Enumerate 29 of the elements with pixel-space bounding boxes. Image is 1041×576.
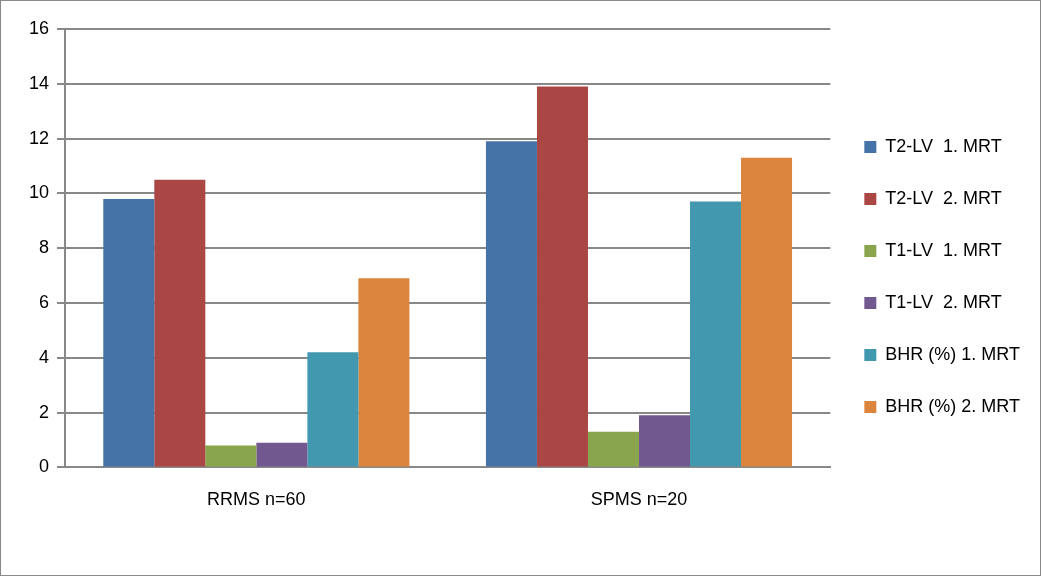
x-tick-label: SPMS n=20 bbox=[590, 489, 688, 510]
legend-label: T2-LV 1. MRT bbox=[885, 135, 1002, 156]
legend-label: T1-LV 1. MRT bbox=[885, 239, 1002, 260]
x-tick-label: RRMS n=60 bbox=[207, 489, 306, 510]
legend-label: T2-LV 2. MRT bbox=[885, 187, 1002, 208]
bar bbox=[690, 201, 742, 467]
bar bbox=[256, 442, 308, 467]
bar bbox=[205, 445, 257, 467]
bar bbox=[536, 86, 588, 467]
bar bbox=[307, 352, 359, 467]
y-tick-label: 4 bbox=[39, 346, 50, 367]
legend-label: BHR (%) 2. MRT bbox=[885, 395, 1021, 416]
y-tick-label: 0 bbox=[39, 456, 50, 477]
y-tick-label: 12 bbox=[28, 127, 50, 148]
bar bbox=[485, 141, 537, 467]
bar bbox=[587, 431, 639, 467]
bar bbox=[103, 198, 155, 467]
y-tick-label: 2 bbox=[39, 401, 50, 422]
bar bbox=[154, 179, 206, 467]
y-tick-label: 16 bbox=[28, 17, 50, 38]
y-tick-label: 6 bbox=[39, 291, 50, 312]
bar bbox=[358, 278, 410, 467]
legend-label: BHR (%) 1. MRT bbox=[885, 343, 1021, 364]
y-tick-label: 14 bbox=[28, 72, 50, 93]
y-tick-label: 8 bbox=[39, 237, 50, 258]
bar bbox=[639, 415, 691, 467]
legend-label: T1-LV 2. MRT bbox=[885, 291, 1002, 312]
y-tick-label: 10 bbox=[28, 182, 50, 203]
bar bbox=[741, 157, 793, 467]
